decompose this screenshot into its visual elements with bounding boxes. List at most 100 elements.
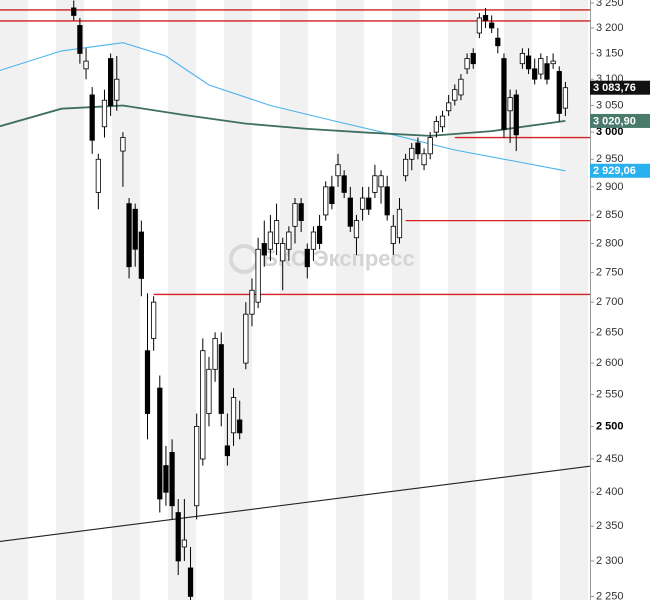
candle-body bbox=[89, 94, 95, 141]
candle-body bbox=[470, 53, 476, 65]
y-tick-label: 3 200 bbox=[596, 22, 624, 34]
candle-body bbox=[304, 248, 310, 268]
candle-body bbox=[316, 225, 323, 244]
candle-body bbox=[273, 220, 280, 244]
candle-body bbox=[200, 350, 206, 460]
price-tag-label: 3 083,76 bbox=[593, 82, 636, 94]
price-tag bbox=[590, 113, 650, 128]
candle-body bbox=[390, 225, 396, 244]
candle-body bbox=[194, 425, 200, 507]
candle-body bbox=[396, 208, 403, 239]
candle-body bbox=[501, 58, 507, 130]
candle-body bbox=[427, 137, 433, 155]
candle-body bbox=[255, 248, 261, 303]
candle-body bbox=[280, 243, 286, 262]
candle-body bbox=[550, 60, 556, 65]
candle-body bbox=[384, 186, 390, 216]
y-tick-label: 2 850 bbox=[596, 209, 624, 221]
candle-body bbox=[489, 22, 495, 29]
candle-body bbox=[378, 175, 384, 188]
y-tick-label: 2 700 bbox=[596, 296, 624, 308]
candle-body bbox=[556, 71, 562, 114]
y-tick-label: 3 150 bbox=[596, 47, 624, 59]
candle-body bbox=[126, 203, 132, 268]
candle-body bbox=[525, 55, 532, 70]
candle-body bbox=[83, 60, 89, 70]
candle-body bbox=[157, 387, 163, 500]
candle-body bbox=[532, 68, 538, 80]
candle-body bbox=[224, 445, 231, 457]
candle-body bbox=[71, 7, 77, 16]
line-series bbox=[0, 465, 591, 542]
y-tick-label: 3 000 bbox=[596, 126, 624, 138]
candle-body bbox=[237, 419, 243, 434]
candle-body bbox=[538, 58, 544, 75]
plot-area bbox=[0, 0, 591, 600]
candle-body bbox=[212, 338, 218, 370]
y-tick-label: 2 450 bbox=[596, 453, 624, 465]
candle-body bbox=[366, 197, 372, 210]
candle-body bbox=[452, 89, 458, 101]
candle-body bbox=[507, 97, 513, 112]
candle-body bbox=[310, 231, 317, 250]
y-tick-label: 3 250 bbox=[596, 0, 624, 9]
candle-body bbox=[292, 203, 298, 227]
candle-body bbox=[359, 197, 366, 210]
candle-body bbox=[421, 153, 427, 166]
candle-body bbox=[372, 175, 378, 193]
candle-body bbox=[439, 115, 446, 128]
candle-body bbox=[446, 102, 452, 112]
candle-body bbox=[544, 63, 550, 80]
candle-body bbox=[347, 197, 353, 227]
candle-body bbox=[403, 158, 409, 177]
candle-body bbox=[482, 15, 489, 21]
y-tick-label: 2 750 bbox=[596, 266, 624, 278]
price-tag bbox=[590, 80, 650, 95]
y-tick-label: 3 050 bbox=[596, 99, 624, 111]
candle-body bbox=[95, 158, 101, 193]
y-tick-label: 2 500 bbox=[596, 420, 624, 432]
candle-body bbox=[267, 231, 274, 250]
candle-body bbox=[249, 289, 255, 315]
y-tick-label: 2 600 bbox=[596, 357, 624, 369]
y-tick-label: 2 650 bbox=[596, 326, 624, 338]
candle-body bbox=[341, 175, 347, 193]
candle-body bbox=[187, 567, 194, 597]
candle-body bbox=[353, 220, 360, 239]
candle-body bbox=[181, 539, 187, 548]
y-tick-label: 2 350 bbox=[596, 520, 624, 532]
candle-body bbox=[77, 25, 83, 54]
candle-body bbox=[495, 37, 501, 47]
y-tick-label: 2 550 bbox=[596, 388, 624, 400]
candle-body bbox=[218, 344, 224, 414]
candle-body bbox=[108, 58, 114, 106]
candle-body bbox=[169, 452, 175, 507]
y-tick-label: 2 950 bbox=[596, 153, 624, 165]
candle-body bbox=[298, 203, 304, 221]
candle-body bbox=[323, 186, 329, 216]
candle-body bbox=[114, 78, 120, 101]
candle-body bbox=[230, 397, 237, 434]
candle-body bbox=[409, 147, 415, 160]
watermark: БКС Экспресс bbox=[262, 246, 415, 271]
candle-body bbox=[132, 208, 138, 250]
candle-body bbox=[329, 186, 335, 205]
line-series bbox=[0, 42, 566, 172]
background-stripes bbox=[0, 0, 590, 600]
candle-body bbox=[243, 313, 249, 364]
candle-body bbox=[144, 350, 151, 414]
y-tick-label: 2 800 bbox=[596, 237, 624, 249]
y-tick-label: 2 900 bbox=[596, 181, 624, 193]
candle-body bbox=[261, 243, 267, 256]
candle-body bbox=[519, 53, 526, 65]
candle-body bbox=[513, 94, 519, 136]
candle-body bbox=[286, 231, 292, 250]
candle-body bbox=[433, 121, 439, 133]
y-tick-label: 2 300 bbox=[596, 555, 624, 567]
y-tick-label: 2 400 bbox=[596, 486, 624, 498]
candle-body bbox=[101, 99, 108, 128]
price-tag-label: 2 929,06 bbox=[593, 165, 636, 177]
price-tag-label: 3 020,90 bbox=[593, 115, 636, 127]
